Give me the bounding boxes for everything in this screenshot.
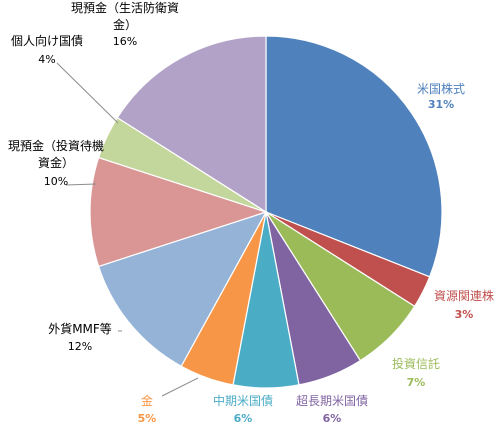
slice-pct-4: 6% [323,412,342,425]
slice-label-6: 金 [141,393,153,408]
leader-line-9 [56,62,119,124]
slice-pct-5: 6% [234,412,253,425]
slice-label-4: 超長期米国債 [296,393,368,408]
pie-slice-1 [265,35,443,278]
pie-slice-10 [116,35,267,214]
slice-label-10-line-2: 金） [113,17,137,32]
slice-label-2: 資源関連株 [434,288,494,303]
leader-line-6 [161,377,199,397]
slice-label-3: 投資信託 [392,356,440,371]
slice-pct-2: 3% [455,308,474,321]
leader-line-8 [65,183,97,186]
slice-label-9: 個人向け国債 [11,33,83,48]
pie-slice-8 [89,156,268,268]
slice-label-8-line-1: 現預金（投資待機 [8,138,104,153]
slice-label-1: 米国株式 [417,81,465,96]
slice-label-5: 中期米国債 [213,393,273,408]
slice-label-7: 外貨MMF等 [48,321,112,336]
slice-pct-7: 12% [68,340,92,353]
slice-pct-8: 10% [44,175,68,188]
slice-pct-6: 5% [138,412,157,425]
slice-label-10-line-1: 現預金（生活防衛資 [71,0,179,15]
slice-pct-9: 4% [38,53,55,66]
slice-pct-1: 31% [428,98,454,111]
slice-label-8-line-2: 資金） [38,155,74,170]
slice-pct-10: 16% [113,35,137,48]
pie-slice-7 [97,210,268,368]
slice-pct-3: 7% [407,376,426,389]
